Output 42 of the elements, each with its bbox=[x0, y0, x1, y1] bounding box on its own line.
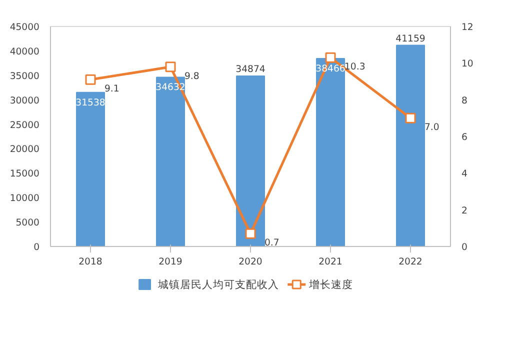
y-tick-label: 25000 bbox=[10, 120, 40, 131]
point bbox=[405, 112, 416, 124]
y2-tick-label: 0 bbox=[462, 242, 468, 253]
legend-label: 城镇居民人均可支配收入 bbox=[156, 278, 279, 291]
bar bbox=[76, 92, 105, 246]
x-tick-label: 2022 bbox=[398, 256, 422, 268]
y-tick-label: 10000 bbox=[10, 193, 40, 204]
bar bbox=[316, 58, 345, 246]
bar bbox=[236, 76, 265, 246]
y2-tick-label: 12 bbox=[462, 22, 474, 33]
y2-tick-label: 4 bbox=[462, 168, 468, 180]
y-tick-label: 5000 bbox=[16, 218, 40, 229]
y-tick-label: 40000 bbox=[10, 46, 40, 58]
x-tick-label: 2021 bbox=[318, 256, 342, 268]
data-label: 10.3 bbox=[344, 62, 366, 73]
point bbox=[165, 62, 176, 72]
y-tick-label: 30000 bbox=[10, 95, 40, 106]
y2-tick-label: 8 bbox=[462, 95, 468, 106]
point bbox=[245, 228, 256, 239]
x-tick-label: 2020 bbox=[238, 256, 262, 268]
data-label: 9.1 bbox=[104, 84, 120, 95]
bar bbox=[396, 44, 425, 246]
point bbox=[85, 74, 96, 85]
data-label: 34874 bbox=[236, 64, 266, 76]
y2-tick-label: 2 bbox=[462, 205, 468, 216]
data-label: 7.0 bbox=[424, 122, 440, 134]
y-tick-label: 20000 bbox=[10, 144, 40, 156]
bar bbox=[156, 76, 185, 246]
data-label: 31538 bbox=[76, 97, 106, 108]
legend-label: 增长速度 bbox=[308, 278, 353, 291]
data-label: 41159 bbox=[396, 33, 426, 44]
x-tick-label: 2018 bbox=[78, 256, 102, 268]
data-label: 9.8 bbox=[184, 70, 200, 82]
x-tick-label: 2019 bbox=[158, 256, 182, 268]
y-tick-label: 35000 bbox=[10, 70, 40, 82]
y-tick-label: 15000 bbox=[10, 168, 40, 180]
y2-tick-label: 6 bbox=[462, 132, 468, 143]
y-tick-label: 45000 bbox=[10, 22, 40, 33]
y-tick-label: 0 bbox=[34, 242, 40, 253]
data-label: 0.7 bbox=[264, 238, 280, 249]
point bbox=[325, 52, 336, 63]
y2-tick-label: 10 bbox=[462, 58, 474, 70]
